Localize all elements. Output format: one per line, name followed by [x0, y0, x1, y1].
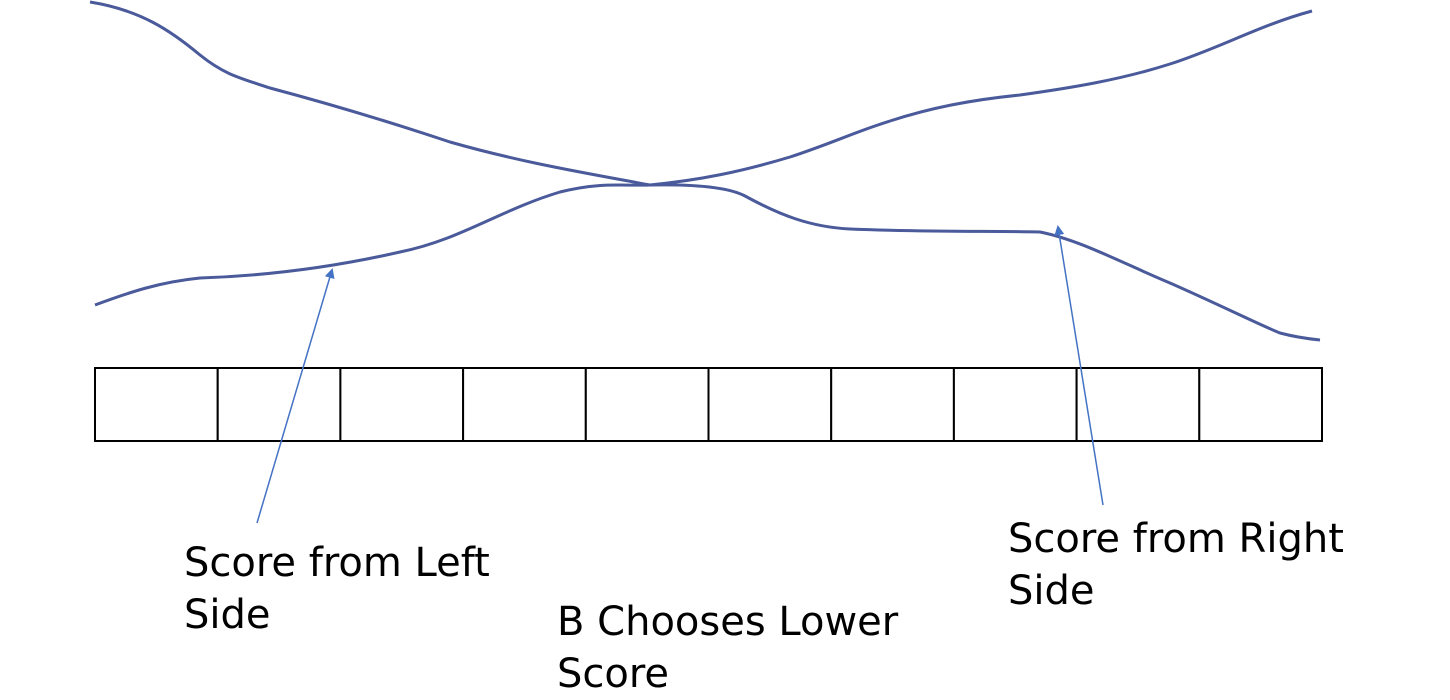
label-score-from-left-line1: Score from Left: [184, 540, 490, 586]
label-b-chooses-lower-score-line2: Score: [557, 651, 670, 697]
score-curve-left: [94, 183, 1321, 342]
array-cell: [1198, 367, 1324, 442]
array-cell: [462, 367, 587, 442]
array-cell: [339, 367, 465, 442]
arrow-right: [1054, 225, 1104, 506]
array-cell: [707, 367, 833, 442]
label-score-from-right: Score from Right Side: [1008, 513, 1344, 617]
array-cell: [1075, 367, 1201, 442]
score-curve-right: [89, 0, 1313, 187]
array-cell: [94, 367, 219, 442]
label-b-chooses-lower-score: B Chooses Lower Score: [557, 596, 898, 700]
label-b-chooses-lower-score-line1: B Chooses Lower: [557, 599, 899, 645]
array-cell: [216, 367, 342, 442]
array: [94, 367, 1324, 442]
array-cell: [830, 367, 955, 442]
arrow-left: [256, 268, 335, 524]
label-score-from-right-line2: Side: [1008, 568, 1095, 614]
label-score-from-left-line2: Side: [184, 592, 271, 638]
array-cell: [952, 367, 1078, 442]
label-score-from-right-line1: Score from Right: [1008, 516, 1344, 562]
array-cell: [584, 367, 710, 442]
label-score-from-left: Score from Left Side: [184, 537, 490, 641]
